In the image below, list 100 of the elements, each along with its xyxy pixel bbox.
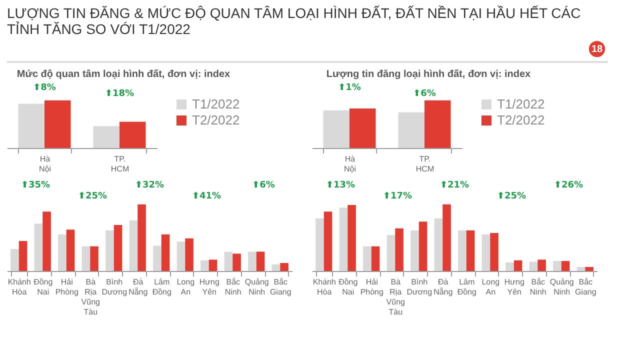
chart-title: Lượng tin đăng loại hình đất, đơn vị: index — [326, 69, 532, 80]
bar — [424, 100, 451, 148]
bar — [553, 261, 562, 271]
x-tick-label: Bắc Ninh — [224, 278, 242, 296]
bar — [458, 230, 466, 271]
bar — [18, 104, 44, 148]
bar — [280, 263, 288, 271]
x-tick-label: Bình Dương — [102, 278, 128, 296]
bar — [224, 252, 233, 271]
bar — [442, 204, 451, 271]
text: ⬆6% — [413, 89, 436, 99]
bar — [208, 260, 218, 271]
bar — [138, 204, 146, 271]
bar — [506, 262, 514, 271]
bar — [350, 108, 376, 148]
text: ⬆6% — [252, 180, 275, 190]
x-tick-label: Đà Nẵng — [128, 278, 148, 296]
bar — [34, 224, 43, 271]
x-tick-label: Bà Rịa Vũng Tàu — [386, 278, 405, 316]
bar — [185, 238, 194, 271]
text: ⬆13% — [326, 180, 356, 190]
bar — [176, 242, 186, 271]
x-tick-label: TP. HCM — [416, 154, 434, 174]
bar — [339, 208, 348, 271]
text: ⬆35% — [20, 180, 50, 190]
bar — [232, 254, 241, 271]
bar — [418, 222, 428, 271]
bar — [538, 260, 546, 271]
bar — [434, 218, 443, 271]
bar — [395, 228, 404, 271]
bar — [114, 225, 122, 271]
x-tick-label: Đồng Nai — [34, 278, 53, 296]
bar — [576, 267, 586, 271]
x-tick-label: Bình Dương — [406, 278, 432, 296]
bar — [256, 252, 265, 271]
x-tick-label: Bắc Giang — [270, 278, 292, 296]
bar — [398, 112, 424, 148]
x-tick-label: Bắc Ninh — [530, 278, 546, 296]
x-tick-label: Hưng Yên — [504, 278, 524, 296]
bar — [42, 212, 51, 271]
x-tick-label: Hưng Yên — [199, 278, 220, 296]
bar — [106, 230, 114, 271]
x-tick-label: Hà Nội — [38, 154, 52, 174]
x-tick-label: Quảng Ninh — [550, 278, 574, 296]
text: ⬆26% — [554, 180, 584, 190]
bar — [18, 241, 28, 271]
bar — [248, 252, 256, 271]
chart-title: Mức độ quan tâm loại hình đất, đơn vị: index — [16, 69, 231, 80]
bar — [66, 230, 75, 271]
x-tick-label: Long An — [482, 278, 500, 296]
x-tick-label: Khánh Hòa — [312, 278, 336, 296]
bar — [410, 230, 419, 271]
bar — [58, 234, 66, 271]
bar — [272, 264, 280, 271]
text: ⬆1% — [338, 83, 361, 93]
bar — [466, 230, 475, 271]
legend-label: T1/2022 — [192, 96, 240, 112]
x-tick-label: TP. HCM — [110, 154, 130, 174]
text: ⬆41% — [192, 192, 222, 202]
x-tick-label: Đồng Nai — [338, 278, 358, 296]
text: ⬆21% — [440, 180, 470, 190]
bar — [323, 110, 350, 148]
x-tick-label: Lâm Đồng — [152, 278, 172, 296]
text: ⬆25% — [78, 192, 108, 202]
bar — [161, 234, 170, 271]
bar — [386, 235, 396, 271]
bar — [316, 218, 324, 271]
bar — [514, 260, 522, 271]
bar — [82, 246, 90, 271]
bar — [482, 234, 490, 271]
x-tick-label: Lâm Đồng — [457, 278, 476, 296]
bar — [129, 220, 138, 271]
x-tick-label: Khánh Hòa — [8, 278, 31, 296]
x-tick-label: Đà Nẵng — [434, 278, 453, 296]
bar — [348, 205, 356, 271]
x-tick-label: Hà Nội — [344, 154, 356, 174]
x-tick-label: Long An — [176, 278, 195, 296]
bar — [200, 260, 209, 271]
legend-label: T1/2022 — [497, 96, 545, 112]
bar — [585, 267, 594, 271]
x-tick-label: Bắc Giang — [574, 278, 596, 296]
x-tick-label: Hải Phòng — [360, 278, 384, 296]
legend-label: T2/2022 — [192, 112, 240, 128]
bar — [93, 126, 120, 148]
bar — [120, 122, 146, 148]
x-tick-label: Bà Rịa Vũng Tàu — [81, 278, 100, 316]
bar — [90, 246, 98, 271]
text: ⬆8% — [33, 83, 56, 93]
text: ⬆25% — [496, 192, 526, 202]
text: ⬆32% — [134, 180, 164, 190]
x-tick-label: Hải Phòng — [55, 278, 78, 296]
bar — [490, 233, 498, 271]
bar — [153, 246, 162, 271]
legend-label: T2/2022 — [497, 112, 545, 128]
text: ⬆17% — [382, 192, 412, 202]
text: 18 — [591, 44, 603, 55]
x-tick-label: Quảng Ninh — [244, 278, 269, 296]
text: LƯỢNG TIN ĐĂNG & MỨC ĐỘ QUAN TÂM LOẠI HÌNH ĐẤT, ĐẤT NỀN TẠI HẦU HẾT CÁC TỈNH TĂNG SO VỚI T1/2022 — [7, 4, 581, 37]
bar — [561, 261, 570, 271]
bar — [324, 212, 332, 271]
